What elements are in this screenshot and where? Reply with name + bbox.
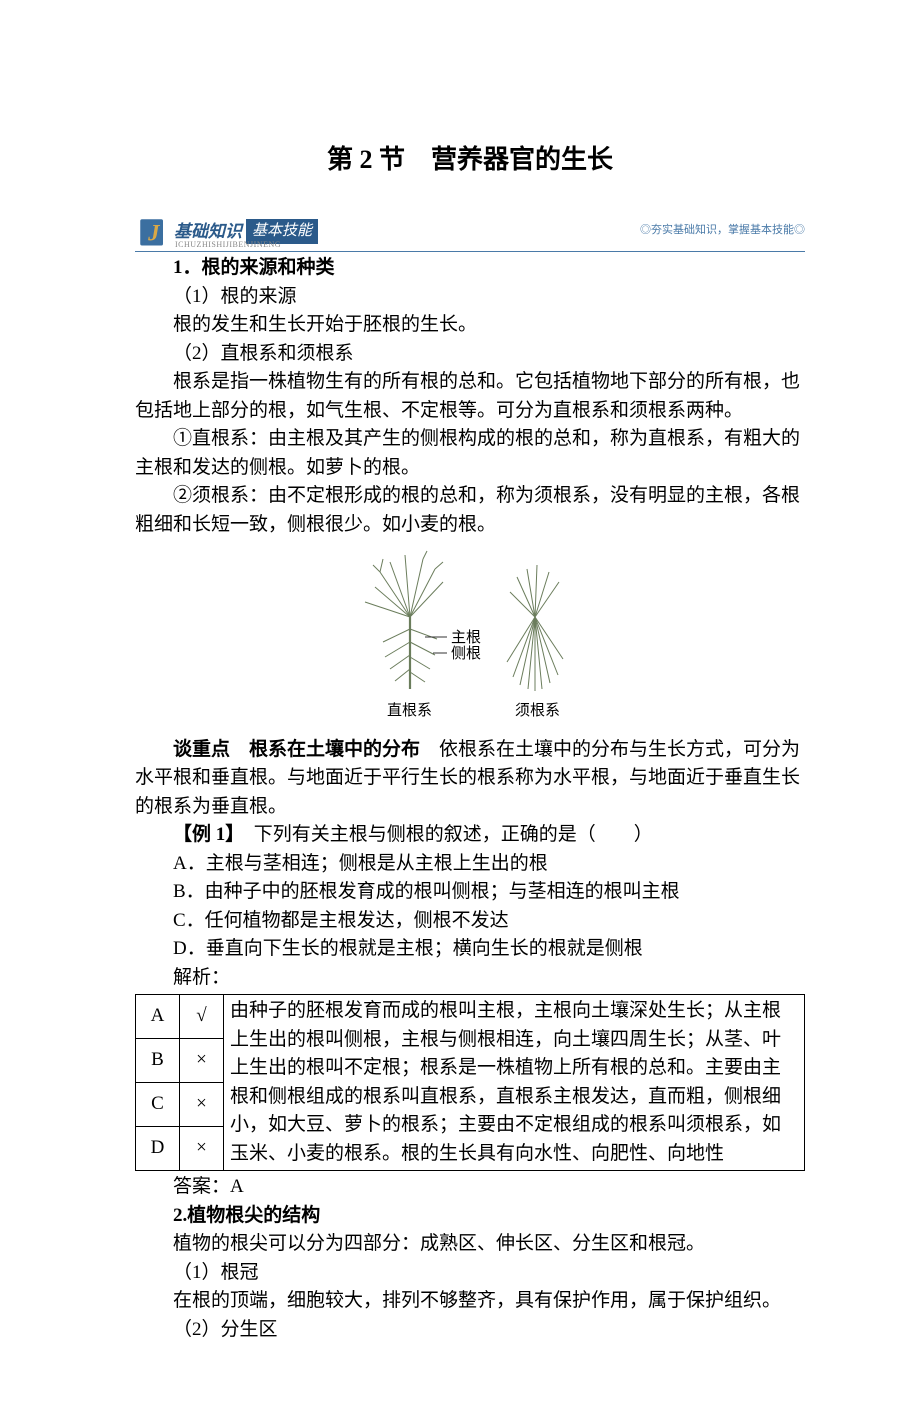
- banner-j-icon: J: [135, 214, 170, 249]
- s2-p1: 植物的根尖可以分为四部分：成熟区、伸长区、分生区和根冠。: [135, 1230, 805, 1259]
- s2-heading: 2.植物根尖的结构: [135, 1202, 805, 1231]
- table-mark: ×: [180, 1039, 224, 1083]
- diagram-caption-left: 直根系: [387, 702, 432, 719]
- key-point: 谈重点 根系在土壤中的分布 依根系在土壤中的分布与生长方式，可分为水平根和垂直根…: [135, 736, 805, 822]
- ex1-label: 【例 1】: [173, 824, 235, 845]
- s2-sub2: （2）分生区: [135, 1316, 805, 1345]
- s1-p1: 根的发生和生长开始于胚根的生长。: [135, 311, 805, 340]
- table-mark: ×: [180, 1083, 224, 1127]
- s2-sub1: （1）根冠: [135, 1259, 805, 1288]
- root-diagram: 主根 侧根 直根系 须根系: [135, 547, 805, 732]
- table-opt: C: [136, 1083, 180, 1127]
- table-explanation: 由种子的胚根发育而成的根叫主根，主根向土壤深处生长；从主根上生出的根叫侧根，主根…: [224, 995, 805, 1171]
- table-opt: D: [136, 1127, 180, 1171]
- table-opt: A: [136, 995, 180, 1039]
- s1-p4: ②须根系：由不定根形成的根的总和，称为须根系，没有明显的主根，各根粗细和长短一致…: [135, 482, 805, 539]
- ex1-analysis-label: 解析：: [135, 964, 805, 993]
- table-mark: √: [180, 995, 224, 1039]
- ex1-stem: 【例 1】 下列有关主根与侧根的叙述，正确的是（ ）: [135, 821, 805, 850]
- s1-p2: 根系是指一株植物生有的所有根的总和。它包括植物地下部分的所有根，也包括地上部分的…: [135, 368, 805, 425]
- s1-heading: 1．根的来源和种类: [135, 254, 805, 283]
- ex1-option-c: C．任何植物都是主根发达，侧根不发达: [135, 907, 805, 936]
- banner-underline: [135, 251, 805, 252]
- banner-tagline: ◎夯实基础知识，掌握基本技能◎: [640, 222, 805, 239]
- analysis-table: A √ 由种子的胚根发育而成的根叫主根，主根向土壤深处生长；从主根上生出的根叫侧…: [135, 994, 805, 1171]
- diagram-caption-right: 须根系: [515, 702, 560, 719]
- table-row: A √ 由种子的胚根发育而成的根叫主根，主根向土壤深处生长；从主根上生出的根叫侧…: [136, 995, 805, 1039]
- ex1-option-a: A．主根与茎相连；侧根是从主根上生出的根: [135, 850, 805, 879]
- page-title: 第 2 节 营养器官的生长: [135, 140, 805, 179]
- s1-sub1: （1）根的来源: [135, 283, 805, 312]
- table-mark: ×: [180, 1127, 224, 1171]
- ex1-option-d: D．垂直向下生长的根就是主根；横向生长的根就是侧根: [135, 935, 805, 964]
- table-opt: B: [136, 1039, 180, 1083]
- s2-p2: 在根的顶端，细胞较大，排列不够整齐，具有保护作用，属于保护组织。: [135, 1287, 805, 1316]
- ex1-answer: 答案：A: [135, 1173, 805, 1202]
- svg-text:J: J: [147, 220, 160, 245]
- diagram-side-root-label: 侧根: [451, 645, 481, 662]
- s1-sub2: （2）直根系和须根系: [135, 340, 805, 369]
- banner-pinyin: ICHUZHISHIJIBENJINENG: [175, 239, 281, 251]
- s1-p3: ①直根系：由主根及其产生的侧根构成的根的总和，称为直根系，有粗大的主根和发达的侧…: [135, 425, 805, 482]
- ex1-stem-text: 下列有关主根与侧根的叙述，正确的是（ ）: [235, 824, 653, 845]
- ex1-option-b: B．由种子中的胚根发育成的根叫侧根；与茎相连的根叫主根: [135, 878, 805, 907]
- diagram-main-root-label: 主根: [451, 629, 481, 646]
- section-banner: J 基础知识 基本技能 ICHUZHISHIJIBENJINENG ◎夯实基础知…: [135, 214, 805, 249]
- key-label: 谈重点 根系在土壤中的分布: [173, 739, 420, 760]
